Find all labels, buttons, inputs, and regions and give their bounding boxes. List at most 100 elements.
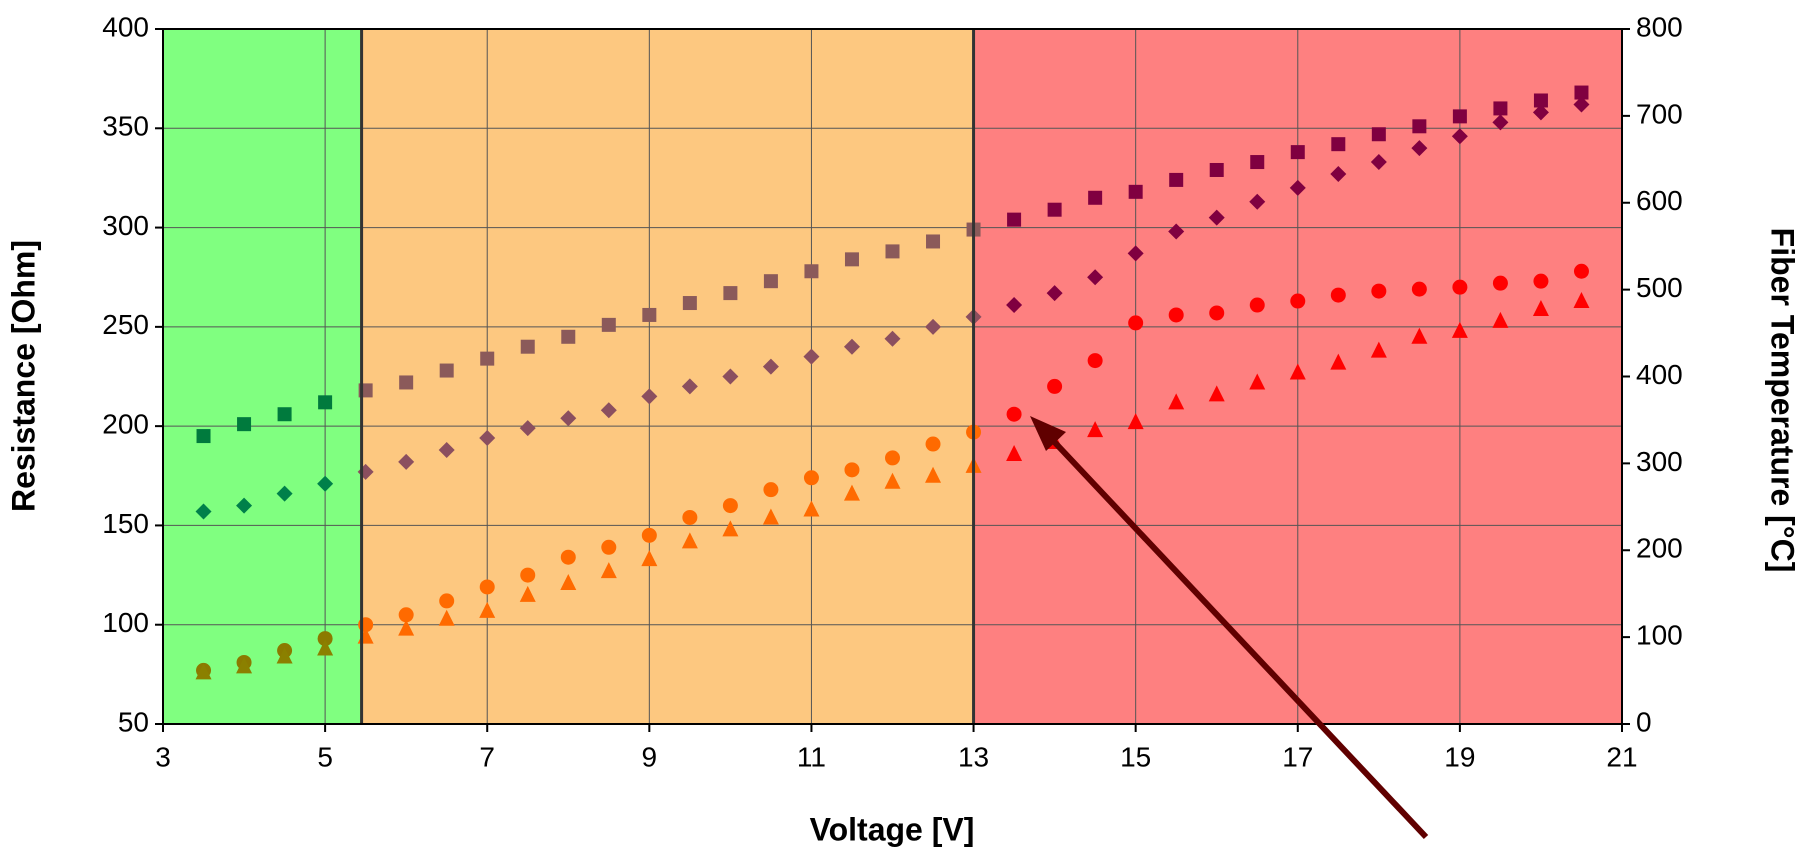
diamond-point <box>1087 269 1104 286</box>
circle-point <box>763 482 779 498</box>
y-tick-label: 350 <box>102 111 149 142</box>
square-point <box>1209 162 1224 177</box>
x-tick-label: 17 <box>1282 741 1313 772</box>
diamond-point <box>438 441 455 458</box>
circle-point <box>1128 315 1144 331</box>
triangle-point <box>1249 373 1266 390</box>
y-tick-label: 300 <box>102 210 149 241</box>
diamond-point <box>1289 179 1306 196</box>
x-tick-label: 15 <box>1120 741 1151 772</box>
square-point <box>1412 119 1427 134</box>
diamond-point <box>722 368 739 385</box>
diamond-point <box>1492 114 1509 131</box>
diamond-point <box>641 388 658 405</box>
triangle-point <box>1127 413 1144 430</box>
y2-tick-label: 200 <box>1636 533 1683 564</box>
triangle-point <box>681 532 698 549</box>
triangle-point <box>1208 385 1225 402</box>
square-point <box>277 407 292 422</box>
circle-point <box>1371 283 1387 299</box>
diamond-point <box>1370 154 1387 171</box>
square-point <box>1128 184 1143 199</box>
triangle-point <box>276 647 293 664</box>
diamond-point <box>519 420 536 437</box>
square-point <box>763 274 778 289</box>
triangle-point <box>438 609 455 626</box>
square-point <box>1574 85 1589 100</box>
triangle-point <box>1370 341 1387 358</box>
circle-point <box>1249 297 1265 313</box>
x-tick-label: 19 <box>1444 741 1475 772</box>
y-axis-title: Resistance [Ohm] <box>5 240 41 512</box>
square-point <box>844 252 859 267</box>
diamond-point <box>1006 297 1023 314</box>
square-point <box>1290 145 1305 160</box>
square-point <box>926 234 941 249</box>
y2-tick-label: 500 <box>1636 272 1683 303</box>
x-tick-label: 5 <box>317 741 333 772</box>
y2-tick-label: 0 <box>1636 706 1652 737</box>
triangle-point <box>600 562 617 579</box>
x-tick-label: 13 <box>958 741 989 772</box>
square-point <box>439 363 454 378</box>
circle-point <box>1533 273 1549 289</box>
diamond-point <box>925 318 942 335</box>
y2-tick-label: 100 <box>1636 620 1683 651</box>
triangle-point <box>925 466 942 483</box>
circle-point <box>398 607 414 623</box>
triangle-point <box>317 639 334 656</box>
region <box>163 29 362 724</box>
square-point <box>1250 155 1265 170</box>
square-point <box>1452 109 1467 124</box>
y-tick-label: 400 <box>102 11 149 42</box>
diamond-point <box>1573 96 1590 113</box>
diamond-point <box>1208 209 1225 226</box>
triangle-point <box>762 508 779 525</box>
square-point <box>520 339 535 354</box>
square-point <box>318 395 333 410</box>
diamond-point <box>560 410 577 427</box>
region <box>361 29 974 724</box>
square-point <box>642 307 657 322</box>
triangle-point <box>1492 311 1509 328</box>
circle-point <box>682 509 698 525</box>
triangle-point <box>1451 321 1468 338</box>
arrow-head <box>1030 416 1066 451</box>
triangle-point <box>519 585 536 602</box>
circle-point <box>317 631 333 647</box>
x-axis-title: Voltage [V] <box>810 811 975 847</box>
triangle-point <box>560 574 577 591</box>
y2-tick-label: 800 <box>1636 11 1683 42</box>
y-tick-label: 100 <box>102 607 149 638</box>
triangle-point <box>195 663 212 680</box>
circle-point <box>803 470 819 486</box>
triangle-point <box>1532 299 1549 316</box>
circle-point <box>439 593 455 609</box>
y-tick-label: 200 <box>102 409 149 440</box>
square-point <box>1169 172 1184 187</box>
diamond-point <box>276 485 293 502</box>
diamond-point <box>317 475 334 492</box>
circle-point <box>1290 293 1306 309</box>
triangle-point <box>1330 353 1347 370</box>
diamond-point <box>195 503 212 520</box>
diamond-point <box>803 348 820 365</box>
x-tick-label: 7 <box>479 741 495 772</box>
circle-point <box>844 462 860 478</box>
y2-axis-title: Fiber Temperature [°C] <box>1765 228 1801 573</box>
y2-tick-label: 300 <box>1636 446 1683 477</box>
circle-point <box>1047 378 1063 394</box>
y-tick-label: 50 <box>118 706 149 737</box>
circle-point <box>885 450 900 466</box>
triangle-point <box>1411 327 1428 344</box>
square-point <box>601 317 616 332</box>
triangle-point <box>1006 444 1023 461</box>
circle-point <box>1168 307 1184 323</box>
circle-point <box>1573 263 1589 279</box>
triangle-point <box>843 484 860 501</box>
circle-point <box>560 549 576 565</box>
y-tick-label: 150 <box>102 508 149 539</box>
triangle-point <box>398 619 415 636</box>
diamond-point <box>1532 104 1549 121</box>
